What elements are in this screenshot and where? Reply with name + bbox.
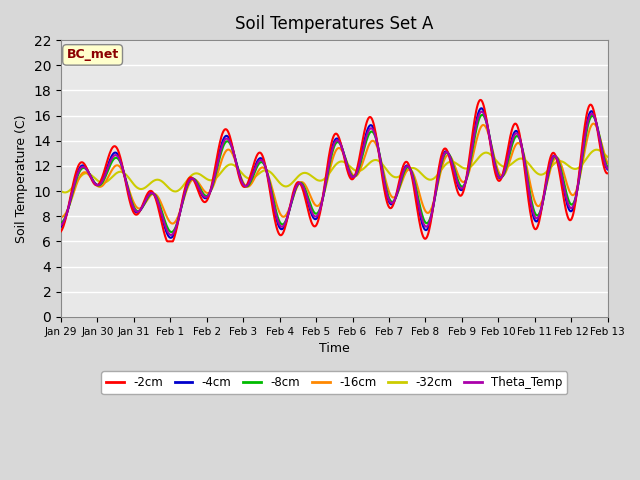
Title: Soil Temperatures Set A: Soil Temperatures Set A — [235, 15, 433, 33]
Y-axis label: Soil Temperature (C): Soil Temperature (C) — [15, 114, 28, 243]
Text: BC_met: BC_met — [67, 48, 119, 61]
Legend: -2cm, -4cm, -8cm, -16cm, -32cm, Theta_Temp: -2cm, -4cm, -8cm, -16cm, -32cm, Theta_Te… — [101, 372, 568, 394]
X-axis label: Time: Time — [319, 342, 349, 355]
